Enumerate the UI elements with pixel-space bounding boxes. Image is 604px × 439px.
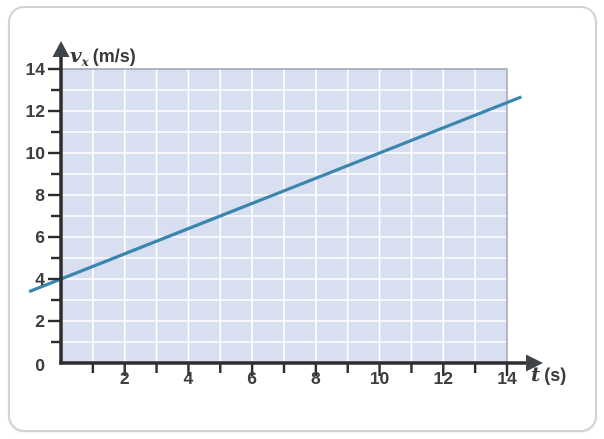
y-axis-subscript: x (81, 55, 89, 69)
y-axis-label: vx (m/s) (70, 45, 136, 68)
y-tick-label: 4 (35, 269, 45, 289)
axes (59, 56, 527, 365)
x-tick-label: 6 (247, 368, 257, 388)
y-tick-label: 2 (35, 311, 45, 331)
x-tick-label: 4 (184, 368, 194, 388)
plot-border (61, 68, 508, 363)
x-axis-arrow-icon (526, 354, 543, 372)
y-tick-label: 14 (26, 59, 46, 79)
y-tick-label: 12 (26, 101, 46, 121)
tick-labels: 2 4 6 8 10 12 14 2 4 6 8 10 12 14 0 (26, 59, 517, 388)
x-axis-variable: t (531, 362, 541, 386)
x-tick-label: 8 (311, 368, 321, 388)
gridlines (61, 69, 507, 363)
x-axis-label: t (s) (531, 364, 566, 385)
y-axis-units: (m/s) (92, 46, 136, 66)
x-tick-label: 2 (120, 368, 130, 388)
y-tick-label: 8 (35, 185, 45, 205)
x-tick-label: 14 (497, 368, 517, 388)
velocity-data-line (28, 95, 522, 294)
y-tick-label: 10 (26, 143, 46, 163)
x-tick-label: 10 (370, 368, 390, 388)
y-axis-arrow-icon (52, 41, 70, 57)
y-tick-label: 6 (35, 227, 45, 247)
y-axis-variable: v (70, 43, 82, 67)
x-axis-units: (s) (544, 365, 567, 385)
x-tick-label: 12 (434, 368, 454, 388)
origin-tick-label: 0 (35, 355, 45, 375)
